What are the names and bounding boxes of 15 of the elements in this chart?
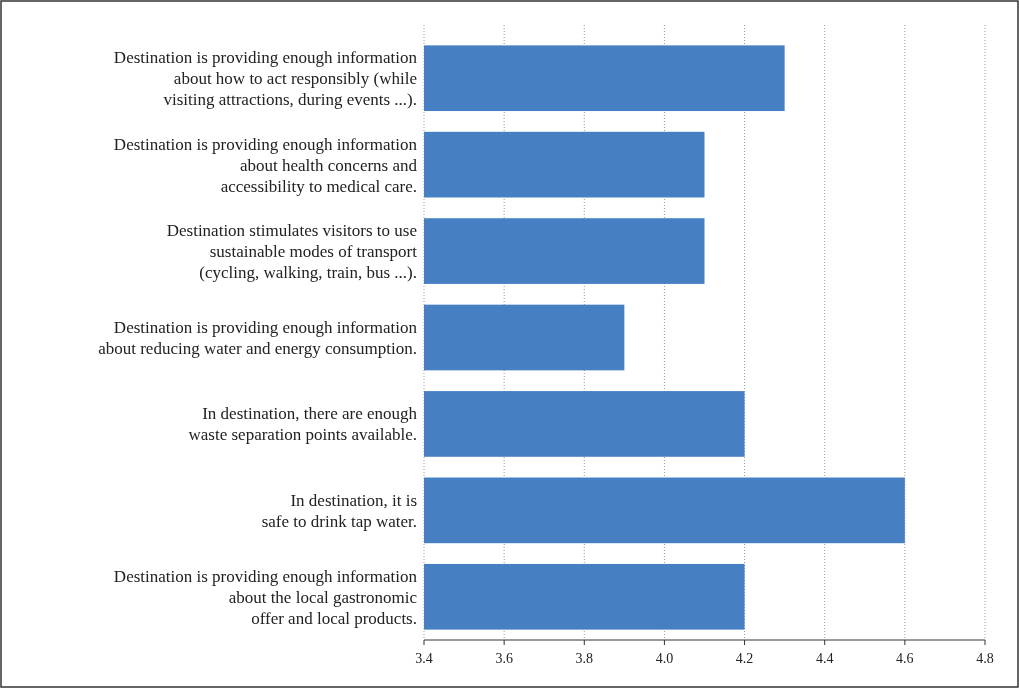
y-tick-label: In destination, there are enough waste separation points available. [188, 404, 418, 445]
x-tick-label: 4.4 [815, 651, 834, 666]
y-tick-label: Destination is providing enough information about the local gastronomic offer and local products. [113, 566, 418, 628]
x-tick-label: 3.6 [495, 651, 513, 666]
x-tick-label: 4.6 [896, 651, 914, 666]
x-tick-label: 4.2 [735, 651, 754, 666]
y-tick-label: Destination is providing enough information about how to act responsibly (while visiting attractions, during events ...). [113, 48, 418, 110]
y-tick-label: In destination, it is safe to drink tap water. [261, 490, 417, 531]
y-tick-label: Destination is providing enough information about health concerns and accessibility to medical care. [113, 134, 418, 196]
x-tick-label: 3.8 [575, 651, 594, 666]
x-tick-label: 4.0 [655, 651, 674, 666]
x-tick-label: 4.8 [976, 651, 994, 666]
y-tick-label: Destination stimulates visitors to use sustainable modes of transport (cycling, walking, train, bus ...). [166, 221, 418, 283]
y-tick-label: Destination is providing enough information about reducing water and energy consumption. [98, 318, 418, 358]
x-tick-label: 3.4 [415, 651, 433, 666]
